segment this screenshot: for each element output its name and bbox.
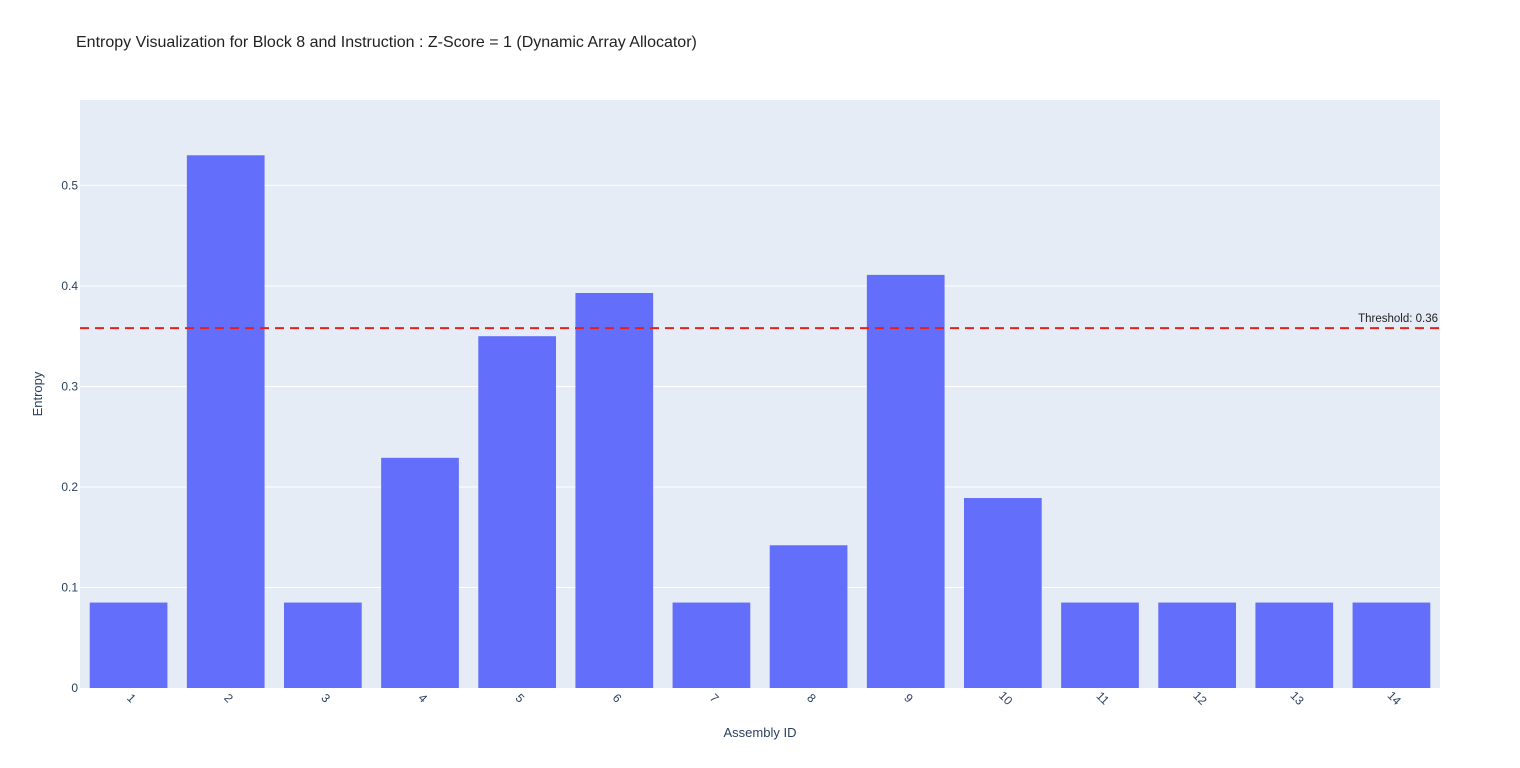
bar xyxy=(381,458,459,688)
plot-area xyxy=(80,100,1440,688)
bar xyxy=(964,498,1042,688)
x-tick-label: 7 xyxy=(707,691,722,706)
x-tick-label: 5 xyxy=(513,691,528,706)
bar xyxy=(770,545,848,688)
x-tick-label: 3 xyxy=(318,691,333,706)
bar xyxy=(187,155,265,688)
x-tick-label: 2 xyxy=(221,691,236,706)
x-tick-label: 13 xyxy=(1287,688,1307,708)
x-axis-title: Assembly ID xyxy=(724,725,797,740)
bar xyxy=(867,275,945,688)
y-tick-label: 0.2 xyxy=(61,480,78,494)
bar xyxy=(90,603,168,688)
bar xyxy=(1061,603,1139,688)
threshold-label: Threshold: 0.36 xyxy=(1358,313,1438,325)
y-axis-title: Entropy xyxy=(30,371,45,416)
bar xyxy=(1158,603,1236,688)
y-tick-label: 0.1 xyxy=(61,580,78,594)
x-tick-label: 9 xyxy=(901,691,916,706)
bar xyxy=(575,293,653,688)
x-tick-label: 10 xyxy=(996,688,1016,708)
bar xyxy=(284,603,362,688)
y-tick-label: 0 xyxy=(71,681,78,695)
y-tick-label: 0.3 xyxy=(61,379,78,393)
bar xyxy=(1255,603,1333,688)
bar xyxy=(673,603,751,688)
x-tick-label: 1 xyxy=(124,691,139,706)
x-tick-label: 4 xyxy=(416,691,431,706)
y-axis-ticks: 0 0.1 0.2 0.3 0.4 0.5 xyxy=(61,178,78,695)
bar xyxy=(1353,603,1431,688)
x-tick-label: 8 xyxy=(804,691,819,706)
x-tick-label: 14 xyxy=(1385,688,1405,708)
x-tick-label: 12 xyxy=(1190,688,1210,708)
x-tick-label: 6 xyxy=(610,691,625,706)
x-tick-label: 11 xyxy=(1093,689,1112,708)
bar xyxy=(478,336,556,688)
y-tick-label: 0.4 xyxy=(61,279,78,293)
y-tick-label: 0.5 xyxy=(61,178,78,192)
x-axis-ticks: 1 2 3 4 5 6 7 8 9 10 11 12 13 14 xyxy=(124,688,1404,708)
